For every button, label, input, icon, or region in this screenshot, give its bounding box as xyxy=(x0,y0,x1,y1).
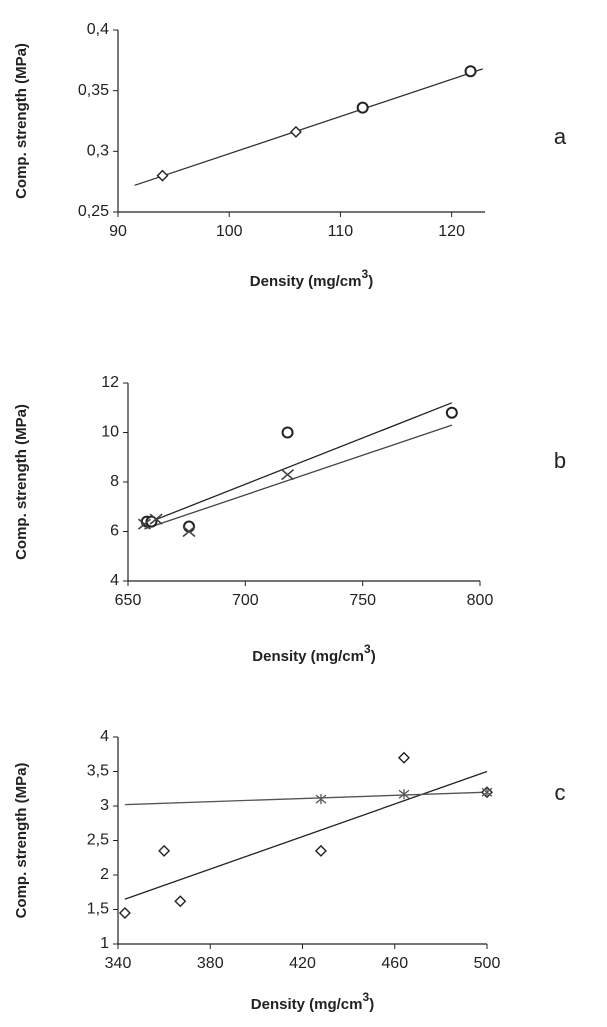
x-axis-title-end: ) xyxy=(369,996,374,1013)
panel-label: b xyxy=(554,448,566,473)
marker-circle xyxy=(445,406,458,419)
y-tick-label: 2,5 xyxy=(87,832,109,849)
marker-circle xyxy=(281,426,294,439)
x-axis-title-end: ) xyxy=(368,273,373,290)
panel-label: c xyxy=(555,780,566,805)
x-axis-title-text: Density (mg/cm xyxy=(250,273,362,290)
marker-x xyxy=(182,525,196,538)
trendline xyxy=(124,770,488,900)
x-axis-title: Density (mg/cm3) xyxy=(251,990,374,1013)
x-axis-title: Density (mg/cm3) xyxy=(252,642,375,665)
x-tick-label: 800 xyxy=(467,592,494,609)
x-tick-label: 110 xyxy=(328,223,354,240)
y-tick-label: 3,5 xyxy=(87,763,109,780)
x-tick-label: 700 xyxy=(232,592,259,609)
y-tick-label: 2 xyxy=(100,866,109,883)
y-tick-label: 4 xyxy=(110,572,119,589)
y-tick-label: 12 xyxy=(101,374,119,391)
marker-star xyxy=(398,789,410,800)
x-tick-label: 120 xyxy=(438,223,465,240)
x-tick-label: 500 xyxy=(474,955,501,972)
marker-diamond xyxy=(289,125,302,138)
marker-x xyxy=(137,518,151,530)
trendline xyxy=(124,791,488,806)
marker-diamond xyxy=(397,751,410,764)
x-tick-label: 420 xyxy=(289,955,316,972)
marker-diamond xyxy=(174,895,187,908)
y-tick-label: 8 xyxy=(110,473,119,490)
marker-x xyxy=(281,468,295,481)
x-tick-label: 340 xyxy=(105,955,132,972)
marker-x xyxy=(149,513,163,525)
x-axis-title-end: ) xyxy=(371,648,376,665)
trendline xyxy=(134,68,483,186)
y-tick-label: 0,3 xyxy=(87,143,109,160)
x-tick-label: 650 xyxy=(115,592,142,609)
y-tick-label: 0,4 xyxy=(87,21,109,38)
y-axis-title: Comp. strength (MPa) xyxy=(13,404,30,560)
marker-circle xyxy=(356,101,369,114)
y-tick-label: 0,25 xyxy=(78,203,109,220)
y-axis-title: Comp. strength (MPa) xyxy=(13,763,30,919)
y-tick-label: 0,35 xyxy=(78,82,109,99)
marker-diamond xyxy=(158,844,171,857)
y-tick-label: 4 xyxy=(100,728,109,745)
x-tick-label: 460 xyxy=(381,955,408,972)
x-axis-title-text: Density (mg/cm xyxy=(252,648,364,665)
x-tick-label: 380 xyxy=(197,955,224,972)
marker-circle xyxy=(464,65,477,78)
x-axis-title-sup: 3 xyxy=(364,642,371,656)
marker-circle xyxy=(183,520,196,533)
marker-diamond xyxy=(156,169,169,182)
y-tick-label: 3 xyxy=(100,797,109,814)
y-axis-title: Comp. strength (MPa) xyxy=(13,43,30,199)
marker-star xyxy=(481,787,493,798)
trendline xyxy=(144,402,453,525)
x-axis-title-sup: 3 xyxy=(362,267,369,281)
y-tick-label: 10 xyxy=(101,424,119,441)
marker-diamond xyxy=(314,844,327,857)
marker-star xyxy=(315,794,327,805)
x-axis-title-text: Density (mg/cm xyxy=(251,996,363,1013)
trendline xyxy=(144,424,453,530)
marker-diamond xyxy=(118,906,131,919)
y-tick-label: 1 xyxy=(100,935,109,952)
x-tick-label: 750 xyxy=(349,592,376,609)
x-tick-label: 90 xyxy=(109,223,127,240)
panel-label: a xyxy=(554,124,567,149)
x-axis-title-sup: 3 xyxy=(363,990,370,1004)
x-tick-label: 100 xyxy=(216,223,243,240)
y-tick-label: 1,5 xyxy=(87,901,109,918)
x-axis-title: Density (mg/cm3) xyxy=(250,267,373,290)
y-tick-label: 6 xyxy=(110,523,119,540)
